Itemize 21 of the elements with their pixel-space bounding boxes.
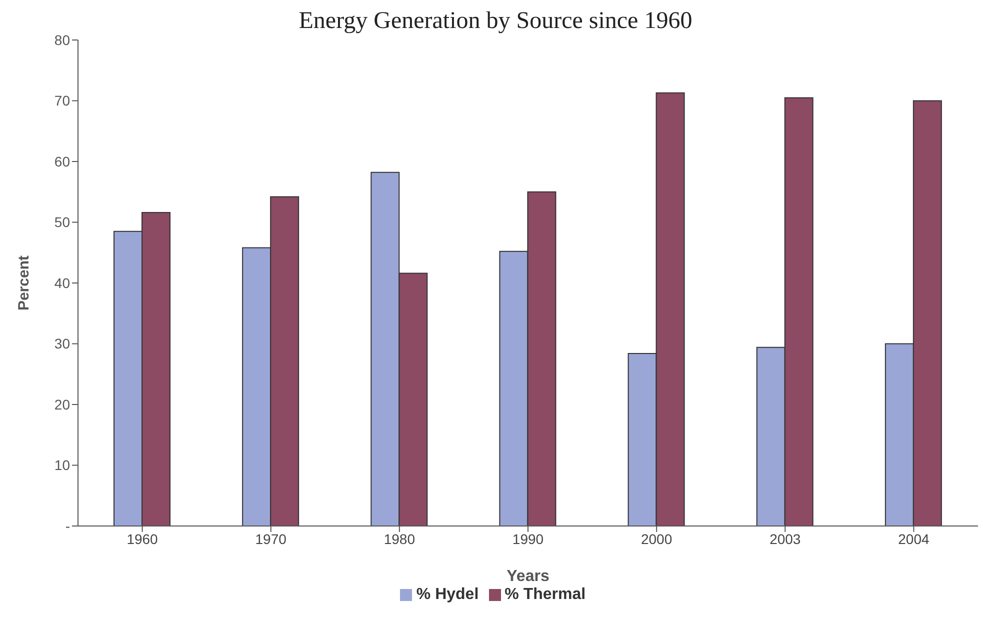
y-tick-label: 50 bbox=[54, 214, 70, 230]
x-tick-label: 1960 bbox=[126, 530, 158, 547]
y-tick-label: 20 bbox=[54, 396, 70, 412]
x-tick-label: 2004 bbox=[898, 530, 930, 547]
y-tick-label: 10 bbox=[54, 457, 70, 474]
x-tick-label: 1980 bbox=[384, 530, 416, 547]
legend-label: % Thermal bbox=[504, 586, 586, 603]
y-tick-label: 80 bbox=[54, 32, 70, 48]
y-axis-title: Percent bbox=[15, 255, 32, 311]
x-tick-label: 2000 bbox=[640, 530, 672, 547]
y-tick-label: 60 bbox=[54, 153, 70, 170]
y-tick-label: 30 bbox=[54, 336, 70, 352]
y-tick-label: 70 bbox=[54, 92, 70, 109]
x-tick-label: 1990 bbox=[512, 530, 544, 547]
legend-label: % Hydel bbox=[416, 586, 479, 603]
x-axis-title: Years bbox=[506, 568, 550, 585]
x-tick-label: 2003 bbox=[770, 530, 801, 547]
x-tick-label: 1970 bbox=[255, 530, 287, 547]
chart-title: Energy Generation by Source since 1960 bbox=[298, 8, 692, 34]
y-tick-label: - bbox=[65, 518, 70, 534]
y-tick-label: 40 bbox=[54, 274, 70, 291]
